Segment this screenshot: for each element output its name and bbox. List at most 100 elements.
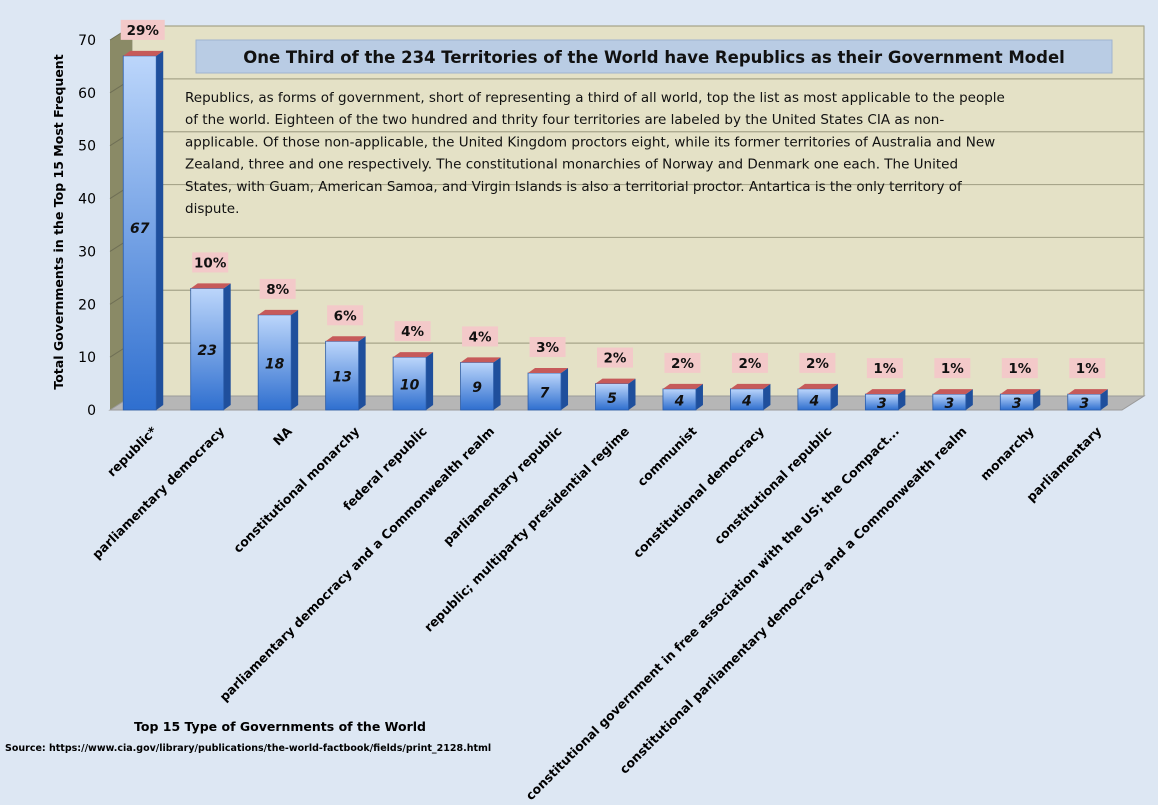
value-label: 3 <box>944 396 954 412</box>
percent-box <box>1069 358 1106 379</box>
category-label: constitutional democracy <box>630 424 767 561</box>
value-label: 67 <box>130 221 150 237</box>
y-tick-label: 0 <box>87 403 96 419</box>
bar-cap <box>595 378 636 384</box>
bar-cap <box>797 383 838 389</box>
percent-box <box>462 326 499 347</box>
percent-label: 1% <box>941 361 964 377</box>
y-axis-label: Total Governments in the Top 15 Most Fre… <box>51 54 66 389</box>
bar-group <box>325 336 366 411</box>
percent-box <box>120 19 165 40</box>
bar-cap <box>1067 389 1108 395</box>
category-label: constitutional monarchy <box>230 424 362 556</box>
percent-label: 4% <box>401 324 424 340</box>
bar-cap <box>258 309 299 315</box>
category-label: republic* <box>104 423 160 479</box>
value-label: 4 <box>674 393 685 409</box>
percent-label: 6% <box>334 308 357 324</box>
bar-group <box>797 383 838 411</box>
percent-label: 1% <box>1076 361 1099 377</box>
category-label: parliamentary democracy <box>89 424 227 562</box>
bar-cap <box>393 352 434 358</box>
category-label: communist <box>634 423 699 488</box>
value-label: 10 <box>400 378 420 394</box>
bar-cap <box>528 368 569 373</box>
percent-label: 4% <box>469 329 492 345</box>
bar-side <box>156 50 164 410</box>
bar-group <box>527 368 569 411</box>
bar-side <box>965 389 973 410</box>
percent-box <box>799 352 836 373</box>
percent-box <box>327 305 364 326</box>
value-label: 7 <box>540 386 550 402</box>
percent-label: 29% <box>127 23 160 39</box>
bar <box>325 340 360 411</box>
bar-side <box>426 352 434 410</box>
bar-group <box>1067 389 1108 411</box>
bar <box>122 55 157 411</box>
percent-box <box>1001 358 1038 379</box>
bar-cap <box>123 50 164 56</box>
percent-label: 3% <box>536 340 559 356</box>
bar-cap <box>190 283 231 289</box>
percent-label: 2% <box>604 351 627 367</box>
source-text: Source: https://www.cia.gov/library/publ… <box>5 743 491 754</box>
y-tick-label: 50 <box>78 139 96 155</box>
y-tick-label: 70 <box>78 33 96 49</box>
bar <box>257 314 292 411</box>
bar-group <box>595 378 636 411</box>
y-tick-label: 40 <box>78 192 96 208</box>
bar-group <box>864 389 906 411</box>
bar <box>595 383 629 411</box>
bar-side <box>763 383 771 410</box>
bar-cap <box>1000 389 1041 395</box>
value-label: 3 <box>1012 396 1022 412</box>
bar-side <box>291 309 299 410</box>
value-label: 13 <box>332 370 351 386</box>
value-label: 5 <box>607 391 617 407</box>
bar <box>392 356 427 411</box>
value-label: 4 <box>809 393 820 409</box>
bar-side <box>1100 389 1108 410</box>
category-label: constitutional parliamentary democracy a… <box>616 424 969 777</box>
bar-cap <box>325 336 366 342</box>
category-label: parliamentary <box>1023 424 1104 505</box>
percent-box <box>394 321 431 342</box>
bar-group <box>932 389 973 411</box>
bar-side <box>830 383 838 410</box>
value-label: 4 <box>741 393 752 409</box>
category-label: constitutional republic <box>711 424 835 548</box>
bar <box>190 288 225 411</box>
percent-box <box>731 352 768 373</box>
bar-side <box>898 389 906 410</box>
category-label: NA <box>270 423 295 448</box>
bar-group <box>257 309 299 411</box>
bar-side <box>561 368 569 410</box>
percent-label: 8% <box>266 282 289 298</box>
bar-cap <box>865 389 906 395</box>
bar-side <box>358 336 366 410</box>
percent-label: 2% <box>738 356 761 372</box>
value-label: 3 <box>877 396 887 412</box>
bar-group <box>392 352 434 411</box>
value-label: 9 <box>472 380 482 396</box>
percent-box <box>529 337 566 357</box>
description-line: Republics, as forms of government, short… <box>185 90 1005 106</box>
title-box <box>195 39 1113 74</box>
percent-box <box>866 358 903 379</box>
percent-box <box>934 358 971 379</box>
description-line: applicable. Of those non-applicable, the… <box>185 134 995 150</box>
y-tick-label: 10 <box>78 350 96 366</box>
bar-side <box>695 383 703 410</box>
percent-label: 2% <box>671 356 694 372</box>
bar-cap <box>730 383 771 389</box>
description-line: of the world. Eighteen of the two hundre… <box>185 112 944 128</box>
bar-group <box>190 283 231 411</box>
y-tick-label: 30 <box>78 244 96 260</box>
description-line: Zealand, three and one respectively. The… <box>185 157 958 173</box>
bar-group <box>662 383 703 411</box>
category-label: parliamentary republic <box>440 424 565 549</box>
category-label: monarchy <box>977 424 1037 484</box>
